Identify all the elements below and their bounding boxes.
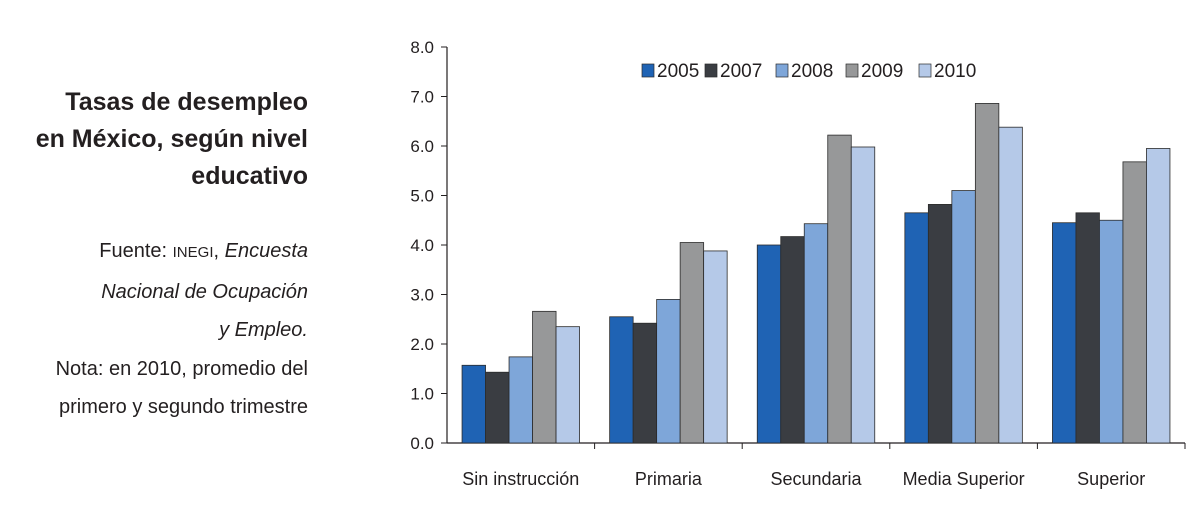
source-sep: , — [213, 240, 225, 262]
bar — [632, 322, 658, 444]
y-tick-label: 5.0 — [410, 187, 434, 206]
x-category-label: Sin instrucción — [462, 469, 579, 489]
legend-swatch — [918, 63, 932, 78]
y-tick-label: 4.0 — [410, 236, 434, 255]
chart-title: Tasas de desempleo en México, según nive… — [0, 84, 308, 195]
bar — [803, 223, 829, 444]
bar — [1075, 212, 1100, 444]
legend-swatch — [845, 63, 859, 78]
source-line-3: y Empleo. — [219, 319, 308, 341]
y-tick-label: 7.0 — [410, 88, 434, 107]
legend-label: 2010 — [934, 61, 976, 82]
bar — [974, 103, 1000, 444]
source-line-1: Fuente: INEGI, Encuesta — [0, 232, 308, 273]
bar — [656, 299, 681, 444]
legend-label: 2009 — [861, 61, 903, 82]
bar — [998, 126, 1023, 444]
bar — [951, 190, 976, 444]
bar — [532, 310, 557, 444]
y-tick-label: 8.0 — [410, 38, 434, 57]
note-line-2: primero y segundo trimestre — [59, 396, 308, 418]
source-note: Fuente: INEGI, Encuesta Nacional de Ocup… — [0, 232, 308, 427]
bar — [679, 242, 705, 444]
bar — [555, 326, 580, 444]
source-org: INEGI — [172, 244, 214, 261]
legend-label: 2007 — [720, 61, 762, 82]
legend-swatch — [641, 63, 655, 78]
bar — [485, 371, 510, 444]
bar — [1052, 222, 1077, 444]
title-line-1: Tasas de desempleo — [65, 88, 308, 116]
legend-label: 2005 — [657, 61, 699, 82]
legend-swatch — [704, 63, 718, 78]
title-line-3: educativo — [191, 162, 308, 190]
bar — [703, 250, 728, 444]
x-category-label: Primaria — [635, 469, 703, 489]
x-category-label: Media Superior — [903, 469, 1025, 489]
legend-label: 2008 — [791, 61, 833, 82]
bar — [1099, 219, 1124, 444]
note-line-1: Nota: en 2010, promedio del — [55, 357, 308, 380]
y-tick-label: 3.0 — [410, 286, 434, 305]
y-tick-label: 0.0 — [410, 434, 434, 453]
bar — [1122, 161, 1147, 444]
bar — [756, 244, 782, 444]
bar — [461, 364, 486, 444]
bar — [1146, 148, 1171, 444]
x-category-label: Secundaria — [770, 469, 862, 489]
source-title-1: Encuesta — [224, 240, 308, 262]
bar — [780, 236, 805, 444]
bar — [904, 212, 929, 444]
y-tick-label: 6.0 — [410, 137, 434, 156]
bar — [827, 134, 852, 444]
bar — [508, 356, 533, 444]
legend-swatch — [775, 63, 789, 78]
x-category-label: Superior — [1077, 469, 1145, 489]
bar — [609, 316, 634, 444]
y-tick-label: 2.0 — [410, 335, 434, 354]
source-line-2: Nacional de Ocupación — [101, 280, 308, 303]
title-line-2: en México, según nivel — [35, 125, 308, 153]
source-prefix: Fuente: — [99, 240, 173, 262]
bar — [850, 146, 876, 444]
y-tick-label: 1.0 — [410, 385, 434, 404]
bar — [927, 204, 953, 444]
